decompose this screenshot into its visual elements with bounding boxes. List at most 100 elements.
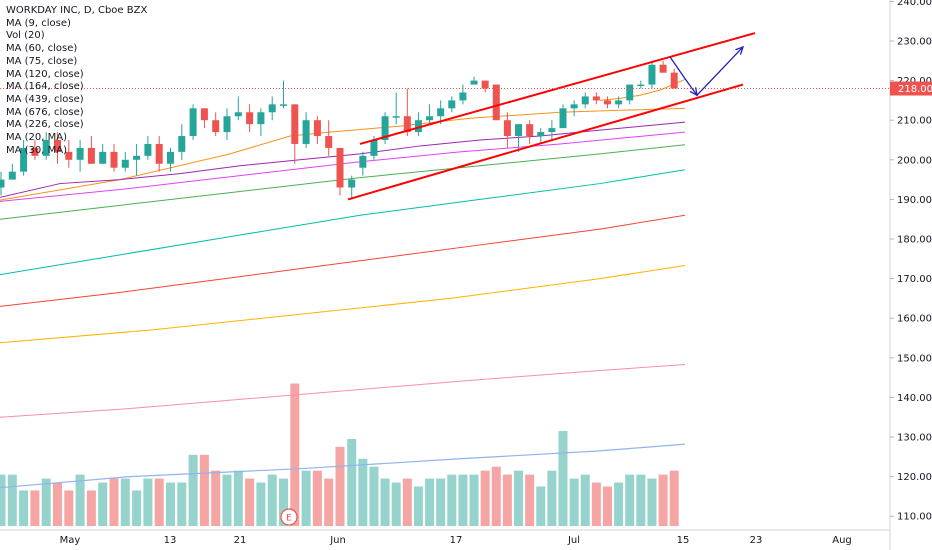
candle-body [212, 120, 220, 133]
ma-label: MA (9, close) [6, 17, 71, 29]
candle-body [492, 84, 500, 121]
candle [459, 84, 467, 105]
volume-bar [324, 478, 334, 526]
candle-body [626, 84, 634, 101]
ma-label: MA (439, close) [6, 93, 84, 105]
candle-body [167, 151, 174, 164]
ma-label: MA (676, close) [6, 106, 84, 118]
candle [268, 96, 276, 121]
ma-label: MA (164, close) [6, 81, 84, 93]
candle [99, 143, 107, 164]
candle-body [54, 140, 61, 152]
x-tick-label: Jul [567, 535, 580, 546]
volume-bar [469, 474, 479, 526]
candle-body [234, 112, 242, 117]
candle [65, 140, 73, 168]
candle [155, 136, 163, 172]
ma-label: MA (20, MA) [6, 132, 68, 144]
candle [592, 92, 600, 105]
arrow-head [735, 45, 745, 55]
candle [448, 96, 456, 113]
candle-body [559, 108, 567, 129]
candle-body [291, 104, 299, 144]
candle [54, 132, 61, 164]
ma-line [0, 169, 686, 276]
candle [515, 124, 523, 152]
candle-body [448, 100, 456, 109]
candle-body [359, 155, 367, 168]
candle [670, 68, 678, 89]
y-tick-label: 170.00 [897, 274, 932, 285]
volume-bar [335, 446, 345, 526]
ma-line [599, 78, 686, 101]
volume-bar [569, 478, 579, 526]
candle-body [592, 96, 600, 101]
projection-arrow [669, 46, 744, 97]
candle [559, 104, 567, 129]
x-tick-label: 23 [750, 535, 763, 546]
volume-bar [580, 474, 590, 526]
candle-body [8, 171, 16, 180]
volume-bar [602, 486, 612, 526]
x-tick-label: 15 [677, 535, 690, 546]
y-tick-label: 200.00 [897, 155, 932, 166]
y-tick-label: 110.00 [897, 512, 932, 523]
volume-bar [312, 470, 322, 526]
candle [481, 80, 489, 93]
candle-body [189, 108, 197, 137]
candle-body [76, 147, 84, 160]
candle [637, 80, 645, 89]
y-tick-label: 140.00 [897, 393, 932, 404]
candle [87, 136, 95, 164]
volume-bar [0, 474, 6, 526]
volume-bar [536, 486, 546, 526]
candle-body [426, 116, 434, 121]
candle [189, 104, 197, 140]
candle [280, 80, 287, 109]
candle-body [268, 104, 276, 113]
ma-line [0, 214, 686, 307]
candle [167, 147, 174, 172]
volume-bar [447, 474, 457, 526]
candle [8, 163, 16, 180]
candle-body [548, 128, 556, 133]
ma-label: MA (226, close) [6, 119, 84, 131]
candle [403, 88, 411, 137]
volume-bar [53, 482, 62, 526]
candle-body [99, 151, 107, 164]
candle-body [381, 116, 389, 140]
ma-label: MA (60, close) [6, 43, 78, 55]
candle [31, 140, 39, 160]
y-tick-label: 230.00 [897, 37, 932, 48]
candle [437, 100, 445, 125]
candle [503, 112, 511, 148]
volume-bar [64, 490, 74, 526]
ma-list: MA (9, close) Vol (20) MA (60, close) MA (7… [6, 18, 147, 158]
candle [348, 175, 356, 200]
ma-line [0, 121, 686, 198]
candle [178, 124, 186, 160]
candle [246, 104, 254, 133]
candle [392, 92, 400, 125]
ma-label: MA (75, close) [6, 55, 78, 67]
candle [603, 96, 611, 109]
candle-body [526, 124, 534, 137]
candle [615, 96, 623, 109]
candle [570, 100, 578, 117]
legend: WORKDAY INC, D, Cboe BZX MA (9, close) Vo… [6, 5, 147, 157]
arrow-head [689, 87, 698, 97]
candle-body [403, 116, 411, 133]
volume-bar [413, 486, 423, 526]
candle-body [459, 92, 467, 101]
volume-bar [458, 474, 468, 526]
volume-bar [301, 470, 311, 526]
candle-body [481, 80, 489, 89]
volume-bar [166, 482, 175, 526]
candle [313, 116, 321, 144]
ma-line [0, 107, 686, 201]
candle-body [637, 84, 645, 87]
volume-bar [547, 470, 557, 526]
x-tick-label: May [60, 535, 81, 546]
